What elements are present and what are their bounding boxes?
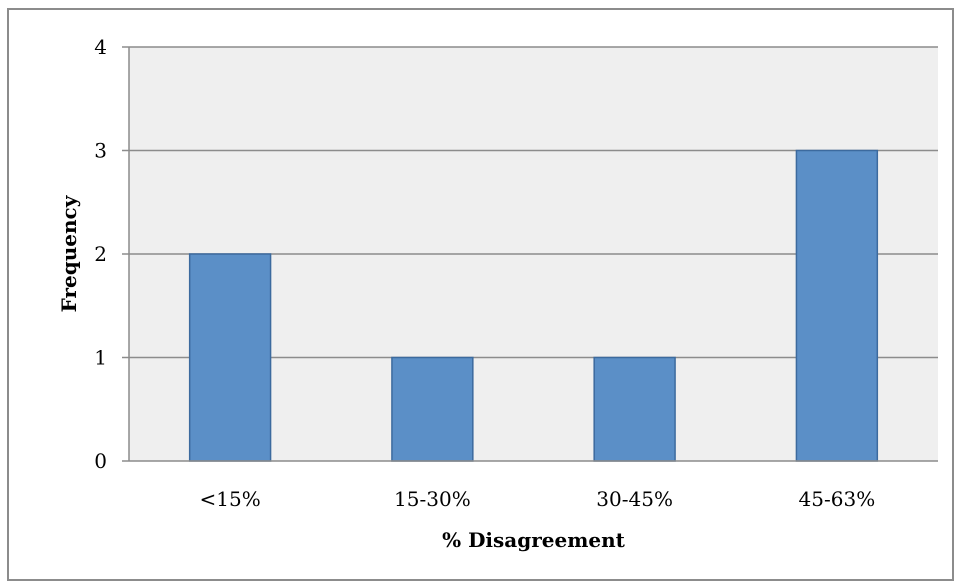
- bars: [188, 149, 879, 462]
- bar-1: [188, 253, 272, 462]
- x-axis-title: % Disagreement: [442, 528, 626, 552]
- y-tick-label: 4: [94, 35, 107, 59]
- bar-3: [593, 356, 676, 462]
- x-tick-label: 15-30%: [394, 487, 471, 511]
- x-tick-label: 30-45%: [596, 487, 673, 511]
- x-tick-label: <15%: [200, 487, 261, 511]
- y-tick-label: 0: [94, 449, 107, 473]
- y-axis-title: Frequency: [57, 194, 81, 312]
- x-tick-label: 45-63%: [799, 487, 876, 511]
- axes: [122, 46, 938, 462]
- y-tick-label: 1: [94, 346, 107, 370]
- y-tick-label: 3: [94, 139, 107, 163]
- bar-4: [795, 149, 879, 462]
- y-tick-label: 2: [94, 242, 107, 266]
- y-tick-labels: 0 1 2 3 4: [94, 35, 107, 473]
- x-tick-labels: <15% 15-30% 30-45% 45-63%: [200, 487, 876, 511]
- bar-2: [391, 356, 474, 462]
